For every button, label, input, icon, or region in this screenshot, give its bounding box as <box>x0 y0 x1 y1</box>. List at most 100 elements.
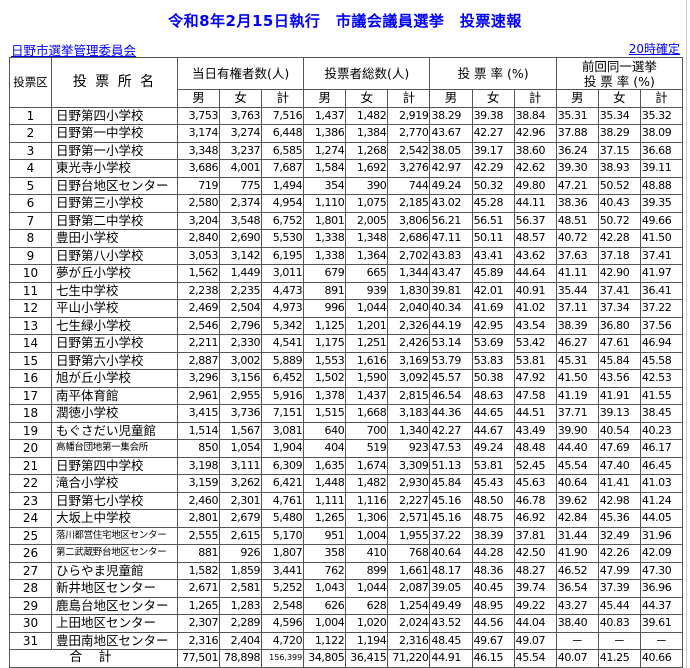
table-row: 8 豊田小学校 2,840 2,690 5,530 1,338 1,348 2,686 47.1… <box>9 229 683 248</box>
cell-place-name: 日野第四中学校 <box>51 456 178 475</box>
cell-eligible-female: 3,156 <box>219 369 263 388</box>
cell-rate-male: 38.05 <box>429 141 473 160</box>
cell-eligible-male: 3,174 <box>176 124 221 143</box>
cell-place-name: ひらやま児童館 <box>51 561 178 580</box>
cell-rate-total: 37.81 <box>513 526 557 545</box>
cell-eligible-female: 2,581 <box>219 579 263 598</box>
cell-district: 2 <box>9 124 52 143</box>
cell-prev-rate-female: 40.43 <box>597 194 641 213</box>
cell-eligible-total: 3,081 <box>261 421 305 440</box>
cell-rate-female: 42.01 <box>471 281 515 300</box>
cell-eligible-total: 6,585 <box>261 141 305 160</box>
cell-rate-total: 44.11 <box>513 194 557 213</box>
cell-rate-total: 44.04 <box>513 614 557 633</box>
table-row: 10 夢が丘小学校 1,562 1,449 3,011 679 665 1,344 43.47 4… <box>9 264 683 283</box>
cell-voters-total: 1,344 <box>387 264 431 283</box>
cell-prev-rate-total: 46.17 <box>639 439 683 458</box>
table-row: 12 平山小学校 2,469 2,504 4,973 996 1,044 2,040 40.34… <box>9 299 683 318</box>
cell-voters-female: 1,044 <box>345 299 389 318</box>
cell-prev-rate-female: 47.69 <box>597 439 641 458</box>
cell-prev-rate-female: 47.99 <box>597 561 641 580</box>
cell-prev-rate-total: 44.05 <box>639 509 683 528</box>
cell-voters-male: 404 <box>303 439 347 458</box>
cell-rate-female: 45.28 <box>471 194 515 213</box>
cell-district: 29 <box>9 596 52 615</box>
cell-eligible-total: 5,170 <box>261 526 305 545</box>
cell-eligible-female: 1,283 <box>219 596 263 615</box>
cell-voters-male: 1,274 <box>303 141 347 160</box>
cell-rate-male: 39.05 <box>429 579 473 598</box>
cell-rate-female: 44.56 <box>471 614 515 633</box>
cell-voters-female: 1,020 <box>345 614 389 633</box>
cell-voters-female: 1,075 <box>345 194 389 213</box>
cell-place-name: 日野台地区センター <box>51 176 178 195</box>
total-prev-rate-female: 41.25 <box>597 649 641 668</box>
cell-rate-total: 38.84 <box>513 106 557 125</box>
cell-voters-female: 899 <box>345 561 389 580</box>
cell-prev-rate-female: 41.91 <box>597 386 641 405</box>
cell-rate-male: 43.83 <box>429 246 473 265</box>
cell-rate-total: 44.64 <box>513 264 557 283</box>
cell-rate-male: 53.79 <box>429 351 473 370</box>
cell-prev-rate-male: 46.27 <box>555 334 599 353</box>
cell-district: 10 <box>9 264 52 283</box>
cell-district: 15 <box>9 351 52 370</box>
cell-voters-female: 1,268 <box>345 141 389 160</box>
cell-prev-rate-total: 41.55 <box>639 386 683 405</box>
cell-prev-rate-total: 38.45 <box>639 404 683 423</box>
cell-prev-rate-total: 41.03 <box>639 474 683 493</box>
cell-rate-male: 43.02 <box>429 194 473 213</box>
cell-voters-female: 1,692 <box>345 159 389 178</box>
cell-eligible-total: 2,548 <box>261 596 305 615</box>
cell-prev-rate-female: 47.61 <box>597 334 641 353</box>
cell-eligible-male: 3,053 <box>176 246 221 265</box>
table-row: 4 東光寺小学校 3,686 4,001 7,687 1,584 1,692 3,276 42.… <box>9 159 683 178</box>
header-female: 女 <box>219 89 263 108</box>
cell-prev-rate-male: 43.27 <box>555 596 599 615</box>
cell-voters-female: 1,482 <box>345 474 389 493</box>
cell-prev-rate-male: 41.11 <box>555 264 599 283</box>
cell-prev-rate-male: 41.19 <box>555 386 599 405</box>
cell-rate-male: 38.29 <box>429 106 473 125</box>
total-eligible-female: 78,898 <box>219 649 263 668</box>
table-row: 26 第二武蔵野台地区センター 881 926 1,807 358 410 768 40.64 4… <box>9 544 683 563</box>
total-row: 合 計 77,501 78,898 156,399 34,805 36,415 71,220… <box>9 649 683 668</box>
cell-prev-rate-total: 44.37 <box>639 596 683 615</box>
cell-eligible-total: 1,807 <box>261 544 305 563</box>
cell-place-name: 日野第八小学校 <box>51 246 178 265</box>
cell-prev-rate-male: 38.39 <box>555 316 599 335</box>
cell-rate-total: 46.92 <box>513 509 557 528</box>
cell-voters-total: 3,806 <box>387 211 431 230</box>
cell-eligible-female: 3,548 <box>219 211 263 230</box>
cell-prev-rate-female: 47.40 <box>597 456 641 475</box>
cell-eligible-female: 2,235 <box>219 281 263 300</box>
cell-eligible-total: 1,904 <box>261 439 305 458</box>
cell-prev-rate-total: 37.56 <box>639 316 683 335</box>
cell-voters-female: 1,437 <box>345 386 389 405</box>
cell-prev-rate-total: 41.50 <box>639 229 683 248</box>
cell-place-name: 七生緑小学校 <box>51 316 178 335</box>
cell-eligible-male: 3,159 <box>176 474 221 493</box>
cell-voters-total: 923 <box>387 439 431 458</box>
table-row: 5 日野台地区センター 719 775 1,494 354 390 744 49.24 50.32… <box>9 176 683 195</box>
cell-prev-rate-male: 39.62 <box>555 491 599 510</box>
cell-rate-total: 52.45 <box>513 456 557 475</box>
cell-rate-female: 53.83 <box>471 351 515 370</box>
cell-prev-rate-female: 38.29 <box>597 124 641 143</box>
cell-voters-male: 1,110 <box>303 194 347 213</box>
cell-district: 23 <box>9 491 52 510</box>
cell-eligible-total: 4,973 <box>261 299 305 318</box>
cell-district: 1 <box>9 106 52 125</box>
organization-link[interactable]: 日野市選挙管理委員会 <box>11 43 137 58</box>
cell-district: 13 <box>9 316 52 335</box>
cell-voters-female: 2,005 <box>345 211 389 230</box>
header-prev-rate: 前回同一選挙 投 票 率 (%) <box>555 57 683 90</box>
cell-eligible-male: 1,265 <box>176 596 221 615</box>
cell-place-name: 落川都営住宅地区センター <box>51 526 178 545</box>
cell-place-name: 東光寺小学校 <box>51 159 178 178</box>
cell-eligible-male: 3,348 <box>176 141 221 160</box>
cell-prev-rate-male: 35.44 <box>555 281 599 300</box>
cell-voters-male: 1,386 <box>303 124 347 143</box>
cell-district: 6 <box>9 194 52 213</box>
cell-voters-total: 1,661 <box>387 561 431 580</box>
